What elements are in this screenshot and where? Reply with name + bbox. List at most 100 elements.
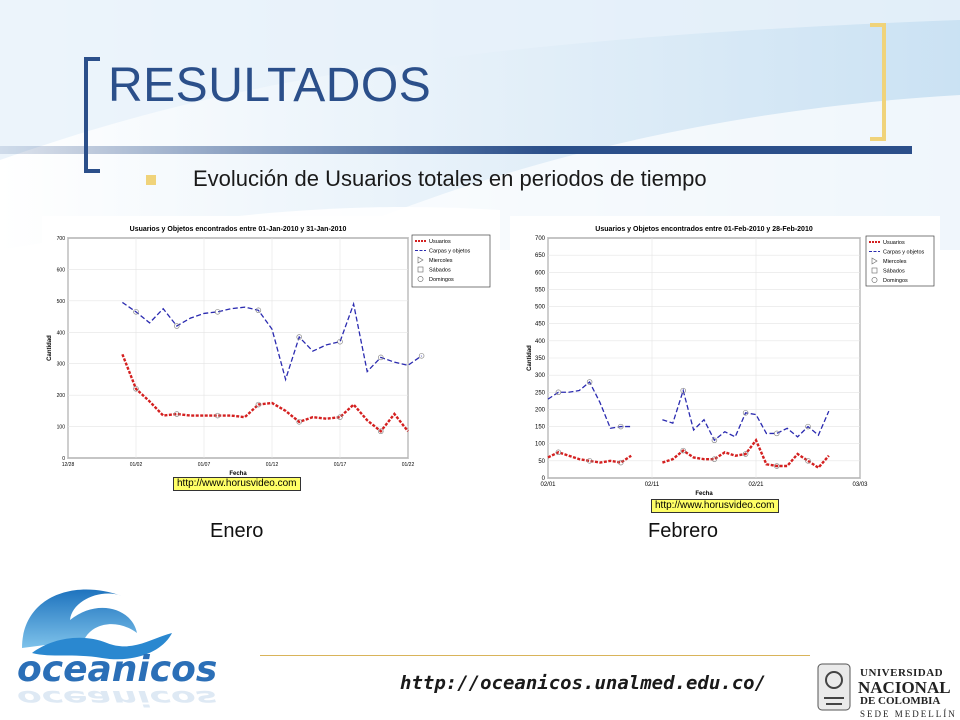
legend-label: Usuarios: [429, 239, 451, 245]
data-point-marker: [337, 338, 343, 345]
legend-swatch: [417, 276, 424, 282]
chart-febrero-source: http://www.horusvideo.com: [651, 499, 779, 513]
data-point-marker: [711, 437, 718, 444]
x-tick-label: 12/28: [62, 462, 75, 468]
legend-label: Domingos: [429, 277, 454, 283]
x-tick-label: 02/11: [645, 482, 660, 488]
y-tick-label: 300: [535, 373, 546, 379]
title-rule: [0, 146, 912, 154]
data-point-marker: [133, 386, 139, 392]
x-axis-label: Fecha: [229, 471, 247, 477]
logo-reflection: oceanicos: [17, 686, 217, 711]
y-tick-label: 700: [535, 236, 546, 242]
legend-box: [411, 234, 491, 288]
background-wave: [0, 0, 960, 250]
chart-enero: Usuarios y Objetos encontrados entre 01-…: [42, 216, 495, 492]
data-point-marker: [418, 353, 425, 359]
oceanicos-logo: oceanicos oceanicos: [17, 589, 217, 711]
legend-swatch: [417, 266, 424, 273]
x-tick-label: 01/22: [402, 462, 415, 468]
chart-febrero-caption: Febrero: [648, 520, 719, 542]
legend-label: Sábados: [429, 268, 451, 274]
data-point-marker: [586, 458, 593, 464]
data-point-marker: [618, 423, 624, 430]
series-line-usuarios: [547, 450, 632, 464]
y-tick-label: 600: [535, 270, 546, 276]
series-line-carpetas: [122, 301, 422, 382]
data-point-marker: [742, 410, 749, 416]
footer-url[interactable]: http://oceanicos.unalmed.edu.co/: [400, 672, 767, 694]
y-tick-label: 700: [57, 236, 66, 242]
data-point-marker: [680, 447, 686, 454]
series-line-carpetas: [662, 388, 830, 442]
y-tick-label: 400: [57, 330, 66, 336]
chart-febrero: Usuarios y Objetos encontrados entre 01-…: [510, 216, 940, 508]
legend-swatch: [871, 257, 878, 265]
chart-enero-svg: Usuarios y Objetos encontrados entre 01-…: [47, 226, 491, 477]
bullet-text: Evolución de Usuarios totales en periodo…: [193, 166, 707, 191]
legend-label: Miercoles: [883, 259, 907, 265]
chart-title: Usuarios y Objetos encontrados entre 01-…: [595, 226, 813, 233]
y-tick-label: 0: [542, 476, 546, 482]
university-line4: SEDE MEDELLÍN: [860, 709, 957, 719]
series-line-carpetas: [547, 380, 632, 430]
x-tick-label: 01/07: [198, 462, 211, 468]
data-point-marker: [296, 334, 302, 340]
footer-divider: [260, 655, 810, 656]
data-point-marker: [214, 412, 221, 419]
data-point-marker: [255, 401, 262, 408]
university-line2: NACIONAL: [858, 678, 951, 697]
y-tick-label: 100: [535, 442, 546, 448]
legend-label: Sábados: [883, 269, 905, 275]
legend-label: Miercoles: [429, 258, 453, 264]
data-point-marker: [555, 389, 562, 396]
university-crest-icon: [817, 663, 851, 711]
legend-label: Usuarios: [883, 240, 905, 246]
data-point-marker: [805, 458, 811, 464]
chart-febrero-svg: Usuarios y Objetos encontrados entre 01-…: [527, 226, 935, 497]
legend-label: Domingos: [883, 278, 908, 284]
y-axis-label: Cantidad: [47, 335, 53, 361]
data-point-marker: [378, 354, 384, 361]
title-bracket-right: [870, 23, 886, 141]
chart-enero-source: http://www.horusvideo.com: [173, 477, 301, 491]
page-title: RESULTADOS: [108, 59, 432, 112]
data-point-marker: [680, 387, 686, 394]
x-tick-label: 01/12: [266, 462, 279, 468]
data-point-marker: [805, 423, 811, 430]
y-tick-label: 500: [57, 299, 66, 305]
y-axis-label: Cantidad: [527, 345, 533, 371]
plot-area: [67, 237, 409, 459]
y-tick-label: 200: [57, 393, 66, 399]
y-tick-label: 0: [62, 456, 65, 462]
y-tick-label: 450: [535, 322, 546, 328]
legend-label: Carpas y objetos: [883, 250, 925, 256]
bullet-marker: [146, 175, 156, 185]
legend-swatch: [871, 267, 878, 274]
data-point-marker: [174, 411, 180, 417]
series-line-usuarios: [662, 437, 830, 470]
legend-swatch: [417, 256, 424, 264]
data-point-marker: [774, 430, 780, 437]
y-tick-label: 600: [57, 267, 66, 273]
data-point-marker: [586, 379, 593, 385]
y-tick-label: 400: [535, 339, 546, 345]
university-logo: UNIVERSIDAD NACIONAL DE COLOMBIA SEDE ME…: [812, 656, 958, 720]
data-point-marker: [742, 451, 749, 457]
y-tick-label: 200: [535, 407, 546, 413]
y-tick-label: 550: [535, 287, 546, 293]
series-line-usuarios: [121, 353, 409, 433]
data-point-marker: [255, 307, 262, 314]
logo-wordmark: oceanicos: [17, 649, 217, 690]
y-tick-label: 100: [57, 425, 66, 431]
y-tick-label: 500: [535, 305, 546, 311]
data-point-marker: [174, 323, 180, 329]
data-point-marker: [774, 463, 780, 469]
x-tick-label: 02/21: [748, 482, 764, 488]
y-tick-label: 150: [535, 425, 546, 431]
data-point-marker: [378, 428, 384, 435]
y-tick-label: 50: [538, 459, 545, 465]
chart-enero-caption: Enero: [210, 520, 264, 542]
data-point-marker: [214, 309, 221, 315]
data-point-marker: [618, 459, 624, 466]
